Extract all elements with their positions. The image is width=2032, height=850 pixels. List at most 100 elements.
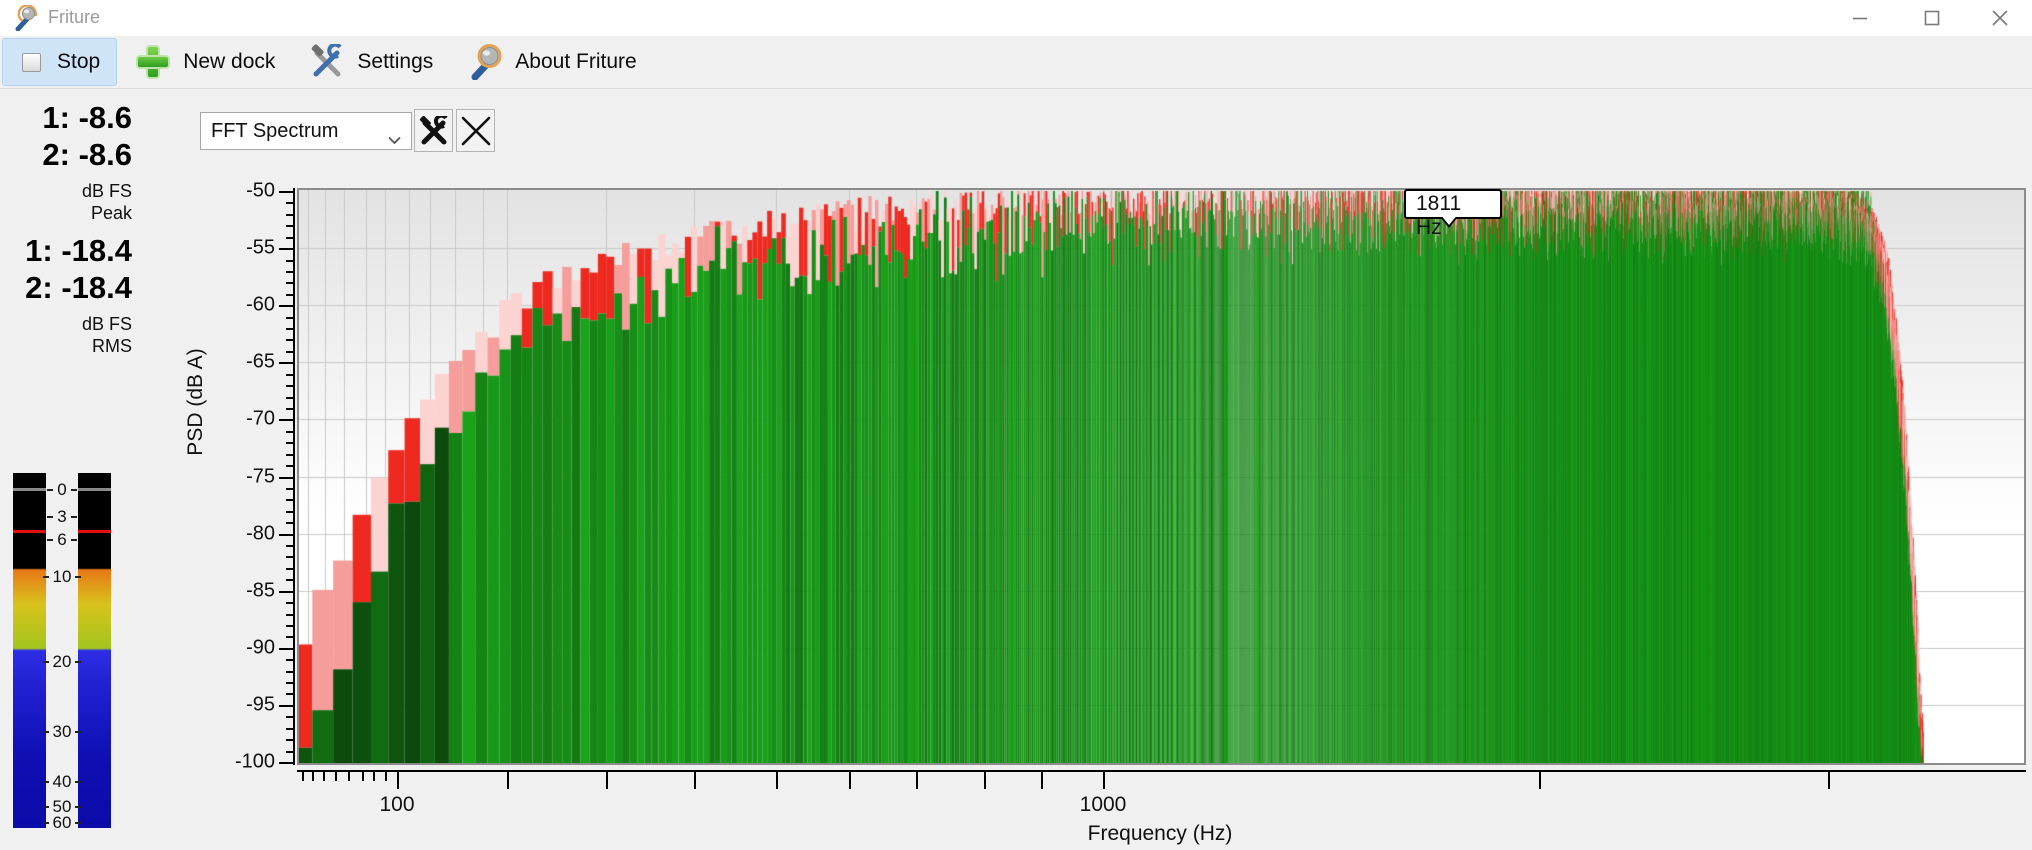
about-button[interactable]: About Friture <box>455 39 652 85</box>
y-axis-tick <box>286 442 294 444</box>
x-axis-tick <box>397 772 399 789</box>
y-axis-tick <box>286 511 294 513</box>
y-axis-tick <box>286 317 294 319</box>
y-axis-tick <box>279 419 294 421</box>
main-toolbar: Stop New dock Settings <box>0 36 2032 89</box>
y-axis-tick <box>286 225 294 227</box>
level-meter: 0 3 6 10 20 30 40 50 60 <box>13 473 111 832</box>
y-axis-tick <box>279 648 294 650</box>
y-axis-tick <box>286 522 294 524</box>
rms-kind: RMS <box>92 336 132 356</box>
y-axis-tick <box>286 294 294 296</box>
dock-settings-button[interactable] <box>414 109 453 152</box>
peak-kind: Peak <box>90 203 132 223</box>
y-axis-tick <box>279 305 294 307</box>
y-axis-tick <box>286 271 294 273</box>
meter-scale-tick: 0 <box>13 480 111 499</box>
y-axis-tick <box>286 431 294 433</box>
x-axis-tick <box>335 772 337 781</box>
y-axis-tick <box>286 728 294 730</box>
tools-icon <box>419 115 448 144</box>
meter-scale-tick: 10 <box>13 567 111 586</box>
meter-scale-tick: 3 <box>13 507 111 526</box>
close-button[interactable] <box>1965 0 2032 36</box>
y-axis-tick <box>286 682 294 684</box>
peak-level-ch2: 2: -8.6 <box>42 137 132 172</box>
y-axis-tick-label: -90 <box>246 636 275 659</box>
y-axis-tick <box>279 534 294 536</box>
y-axis-tick <box>279 477 294 479</box>
y-axis-tick <box>286 545 294 547</box>
stop-button[interactable]: Stop <box>2 38 118 86</box>
y-axis-tick <box>286 385 294 387</box>
y-axis-tick <box>286 739 294 741</box>
meter-scale-tick: 40 <box>13 772 111 791</box>
fft-spectrum-canvas[interactable] <box>299 190 2024 763</box>
zero-line <box>13 487 46 491</box>
zero-line <box>78 487 111 491</box>
y-axis-tick <box>286 751 294 753</box>
y-axis-tick-label: -100 <box>234 750 275 773</box>
y-axis-tick <box>286 328 294 330</box>
y-axis-tick <box>286 499 294 501</box>
y-axis-tick-label: -50 <box>246 179 275 202</box>
new-dock-button[interactable]: New dock <box>123 39 291 85</box>
y-axis-tick <box>286 237 294 239</box>
x-axis-tick <box>694 772 696 789</box>
x-axis-tick-label: 1000 <box>1079 793 1127 816</box>
stop-checkbox[interactable] <box>22 52 41 72</box>
x-axis-tick <box>1828 772 1830 789</box>
tooltip-text: 1811 Hz <box>1416 192 1462 239</box>
x-axis-tick <box>1041 772 1043 789</box>
y-axis-tick <box>286 602 294 604</box>
y-axis-tick-label: -55 <box>246 236 275 259</box>
x-axis-tick <box>1103 772 1105 789</box>
x-axis-tick <box>312 772 314 781</box>
dock-close-button[interactable] <box>456 109 495 152</box>
x-axis-tick <box>849 772 851 789</box>
settings-label: Settings <box>357 50 434 73</box>
minimize-button[interactable] <box>1825 0 1895 36</box>
settings-button[interactable]: Settings <box>297 39 449 85</box>
peak-level-ch1: 1: -8.6 <box>42 100 132 135</box>
y-axis-tick-label: -75 <box>246 465 275 487</box>
y-axis-tick <box>286 556 294 558</box>
meter-scale-tick: 20 <box>13 652 111 671</box>
maximize-button[interactable] <box>1897 0 1967 36</box>
meter-scale-tick: 50 <box>13 797 111 816</box>
y-axis-tick <box>279 705 294 707</box>
y-axis-tick <box>286 408 294 410</box>
y-axis-tick <box>279 191 294 193</box>
y-axis-tick <box>286 260 294 262</box>
x-axis-tick <box>507 772 509 789</box>
y-axis-tick-label: -95 <box>246 693 275 716</box>
title-bar[interactable]: Friture <box>0 0 2032 37</box>
y-axis-tick <box>279 362 294 364</box>
meter-scale-tick: 60 <box>13 813 111 832</box>
x-axis-title: Frequency (Hz) <box>1087 822 1233 845</box>
y-axis-tick <box>286 454 294 456</box>
y-axis-tick <box>286 339 294 341</box>
y-axis-title: PSD (dB A) <box>184 348 207 456</box>
meter-scale-tick: 6 <box>13 530 111 549</box>
app-microphone-icon <box>12 4 38 32</box>
x-axis-tick <box>984 772 986 789</box>
y-axis-tick <box>286 282 294 284</box>
x-axis-tick <box>362 772 364 781</box>
y-axis-tick-label: -70 <box>246 407 275 430</box>
y-axis-tick <box>286 614 294 616</box>
y-axis-tick <box>286 374 294 376</box>
rms-level-ch1: 1: -18.4 <box>25 233 132 268</box>
peak-line <box>78 529 111 533</box>
x-axis-tick <box>348 772 350 781</box>
y-axis-tick <box>286 625 294 627</box>
peak-unit: dB FS <box>81 181 132 201</box>
y-axis-tick <box>286 716 294 718</box>
chevron-down-icon <box>388 128 401 151</box>
y-axis-tick <box>279 591 294 593</box>
new-dock-label: New dock <box>183 50 276 73</box>
x-axis-tick <box>373 772 375 781</box>
x-axis-tick <box>916 772 918 789</box>
y-axis-tick <box>286 351 294 353</box>
widget-select-dropdown[interactable]: FFT Spectrum <box>200 112 412 150</box>
